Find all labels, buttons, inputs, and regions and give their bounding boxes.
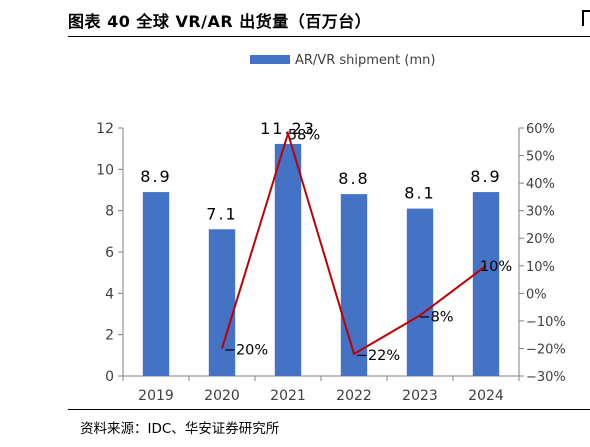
legend-swatch-shipment: [250, 55, 290, 64]
right-tick-label: 60%: [526, 122, 555, 137]
growth-label-2024: 10%: [480, 259, 512, 275]
right-tick-label: −30%: [526, 370, 566, 385]
bar-label-2021: 11.23: [260, 119, 316, 138]
x-tick-label: 2023: [402, 388, 438, 404]
axes: [122, 128, 520, 377]
legend: AR/VR shipment (mn): [250, 53, 435, 68]
left-tick-label: 10: [96, 162, 114, 178]
right-tick-label: −10%: [526, 315, 566, 330]
title-rule: [68, 36, 590, 37]
bar-2021: [274, 143, 302, 376]
right-tick-label: 40%: [526, 177, 555, 192]
source-note: 资料来源：IDC、华安证券研究所: [80, 421, 280, 437]
right-tick-label: 20%: [526, 232, 555, 247]
figure-title: 图表 40 全球 VR/AR 出货量（百万台）: [68, 12, 372, 31]
growth-label-2023: −8%: [418, 309, 453, 325]
x-tick-label: 2022: [336, 388, 372, 404]
x-tick-label: 2024: [468, 388, 504, 404]
right-tick-label: 0%: [526, 287, 547, 302]
left-tick-label: 12: [96, 121, 114, 137]
growth-label-2021: 58%: [288, 128, 320, 144]
cropped-edge-mark: [582, 10, 590, 26]
bar-label-2024: 8.9: [470, 167, 501, 186]
bar-label-2020: 7.1: [206, 204, 237, 223]
left-tick-label: 6: [105, 245, 114, 261]
bar-2019: [142, 192, 170, 376]
legend-label-shipment: AR/VR shipment (mn): [295, 53, 435, 68]
growth-label-2022: −22%: [356, 348, 400, 364]
left-tick-label: 8: [105, 204, 114, 220]
left-axis-ticks: 0 2 4 6 8 10 12: [96, 121, 123, 385]
bar-label-2019: 8.9: [140, 167, 171, 186]
source-rule: [68, 409, 590, 410]
x-tick-label: 2020: [204, 388, 240, 404]
left-tick-label: 4: [105, 286, 114, 302]
right-tick-label: −20%: [526, 342, 566, 357]
growth-labels: −20% 58% −22% −8% 10%: [224, 128, 512, 364]
x-axis-ticks: 2019 2020 2021 2022 2023 2024: [122, 376, 520, 404]
right-tick-label: 50%: [526, 150, 555, 165]
bar-2023: [406, 208, 434, 376]
x-tick-label: 2019: [138, 388, 174, 404]
right-axis-ticks: −30% −20% −10% 0% 10% 20% 30% 40% 50% 60%: [519, 122, 566, 385]
bar-2024: [472, 192, 500, 376]
growth-line-series: [221, 130, 487, 356]
bar-2022: [340, 194, 368, 376]
bar-label-2023: 8.1: [404, 184, 435, 203]
left-tick-label: 2: [105, 328, 114, 344]
bar-2020: [208, 229, 236, 376]
growth-label-2020: −20%: [224, 342, 268, 358]
right-tick-label: 10%: [526, 260, 555, 275]
right-tick-label: 30%: [526, 205, 555, 220]
left-tick-label: 0: [105, 369, 114, 385]
bar-labels: 8.9 7.1 11.23 8.8 8.1 8.9: [140, 119, 501, 223]
bar-label-2022: 8.8: [338, 169, 369, 188]
bar-series: [142, 143, 500, 376]
x-tick-label: 2021: [270, 388, 306, 404]
